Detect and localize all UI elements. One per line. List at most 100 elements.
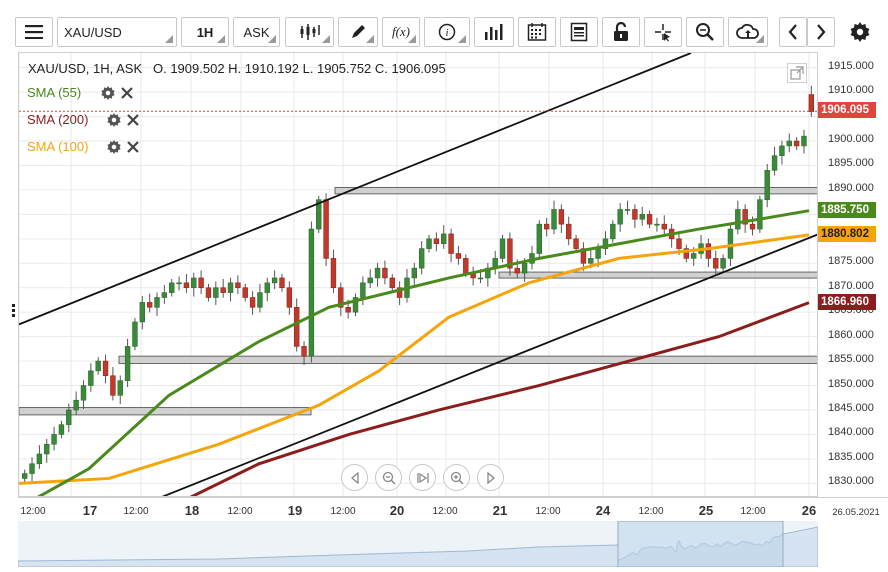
price-tick-label: 1855.000 <box>828 353 874 366</box>
candle <box>749 223 756 230</box>
price-type-selector[interactable]: ASK <box>233 17 280 47</box>
candle <box>88 370 94 386</box>
gear-icon <box>850 22 870 42</box>
scroll-left-button[interactable] <box>779 17 807 47</box>
navigator-series <box>18 521 818 567</box>
gear-icon[interactable] <box>101 85 115 100</box>
candle <box>124 346 131 381</box>
price-tick-label: 1845.000 <box>828 401 874 414</box>
candle <box>690 253 697 259</box>
zoom-out-icon <box>382 471 396 485</box>
indicators-button[interactable]: f(x) <box>382 17 420 47</box>
price-tick-label: 1875.000 <box>828 255 874 268</box>
triangle-left-icon <box>350 471 359 484</box>
candle <box>573 238 579 249</box>
candle <box>352 297 359 313</box>
indicator-name: SMA (200) <box>27 112 89 127</box>
reset-zoom-button[interactable] <box>409 464 436 491</box>
candle <box>95 360 101 372</box>
candle <box>764 170 770 201</box>
candle <box>235 282 241 289</box>
price-axis[interactable]: 1830.000 1835.000 1840.000 1845.000 1850.000… <box>818 52 888 497</box>
candle <box>29 463 35 474</box>
expand-icon[interactable] <box>787 63 807 83</box>
gear-icon[interactable] <box>107 112 121 127</box>
candle <box>588 258 594 264</box>
timeframe-selector[interactable]: 1H <box>181 17 229 47</box>
sr-zone <box>498 271 817 279</box>
menu-button[interactable] <box>15 17 53 47</box>
volume-button[interactable] <box>474 17 514 47</box>
pan-left-button[interactable] <box>341 464 368 491</box>
candle <box>595 248 601 259</box>
cloud-icon <box>736 23 759 39</box>
candle <box>205 287 212 298</box>
news-button[interactable] <box>560 17 598 47</box>
crosshair-icon <box>655 24 671 42</box>
candle <box>308 228 315 357</box>
sma55-line <box>37 209 810 496</box>
candle <box>441 233 447 245</box>
time-axis[interactable]: 12:00 17 12:00 18 12:00 19 12:00 20 12:00 21 12:00… <box>18 497 888 522</box>
trend-line <box>19 53 692 326</box>
pan-right-button[interactable] <box>477 464 504 491</box>
gear-icon[interactable] <box>107 139 121 154</box>
triangle-right-icon <box>486 471 495 484</box>
time-tick-label: 12:00 <box>740 506 766 517</box>
candle <box>301 346 307 357</box>
time-tick-label: 12:00 <box>227 506 253 517</box>
cloud-button[interactable] <box>728 17 768 47</box>
sma55-price-label: 1885.750 <box>818 201 876 218</box>
dropdown-caret-icon <box>268 35 276 43</box>
settings-button[interactable] <box>845 17 875 47</box>
zoom-out-button[interactable] <box>375 464 402 491</box>
candle <box>580 248 587 264</box>
candle <box>279 277 285 289</box>
close-icon[interactable] <box>127 140 139 153</box>
symbol-selector[interactable]: XAU/USD <box>57 17 177 47</box>
candle <box>293 306 300 347</box>
candle <box>617 209 623 225</box>
close-icon[interactable] <box>127 113 139 126</box>
sr-zone <box>334 186 817 195</box>
candle <box>367 277 373 284</box>
zoom-button[interactable] <box>686 17 724 47</box>
candle <box>426 238 432 249</box>
candle <box>499 238 506 259</box>
indicator-sma55: SMA (55) <box>27 85 133 100</box>
candle <box>543 223 550 230</box>
scroll-right-button[interactable] <box>807 17 835 47</box>
candle <box>676 238 682 249</box>
candle <box>661 223 667 230</box>
info-icon: i <box>438 23 456 41</box>
navigator[interactable] <box>18 521 818 567</box>
candle <box>757 199 763 230</box>
dropdown-caret-icon <box>408 35 416 43</box>
candle <box>323 199 329 259</box>
calendar-button[interactable] <box>518 17 556 47</box>
candle <box>271 277 278 284</box>
crosshair-button[interactable] <box>644 17 682 47</box>
zoom-in-icon <box>450 471 464 485</box>
candle <box>705 243 712 259</box>
time-tick-label: 12:00 <box>535 506 561 517</box>
draw-tools-button[interactable] <box>338 17 378 47</box>
candle <box>683 248 690 259</box>
candle <box>161 292 168 298</box>
info-button[interactable]: i <box>424 17 470 47</box>
candle <box>257 292 263 308</box>
zoom-in-button[interactable] <box>443 464 470 491</box>
navigator-selection[interactable] <box>617 521 784 567</box>
candle <box>448 233 454 254</box>
candle <box>264 282 270 293</box>
price-chart[interactable] <box>19 53 818 497</box>
lock-button[interactable] <box>602 17 640 47</box>
sma200-line <box>189 301 810 496</box>
drag-handle-icon[interactable] <box>12 304 16 318</box>
chart-type-button[interactable] <box>285 17 334 47</box>
close-icon[interactable] <box>121 86 133 99</box>
candle <box>610 223 616 240</box>
chart-area[interactable] <box>18 52 818 497</box>
candle <box>536 223 543 254</box>
candle <box>242 287 248 298</box>
